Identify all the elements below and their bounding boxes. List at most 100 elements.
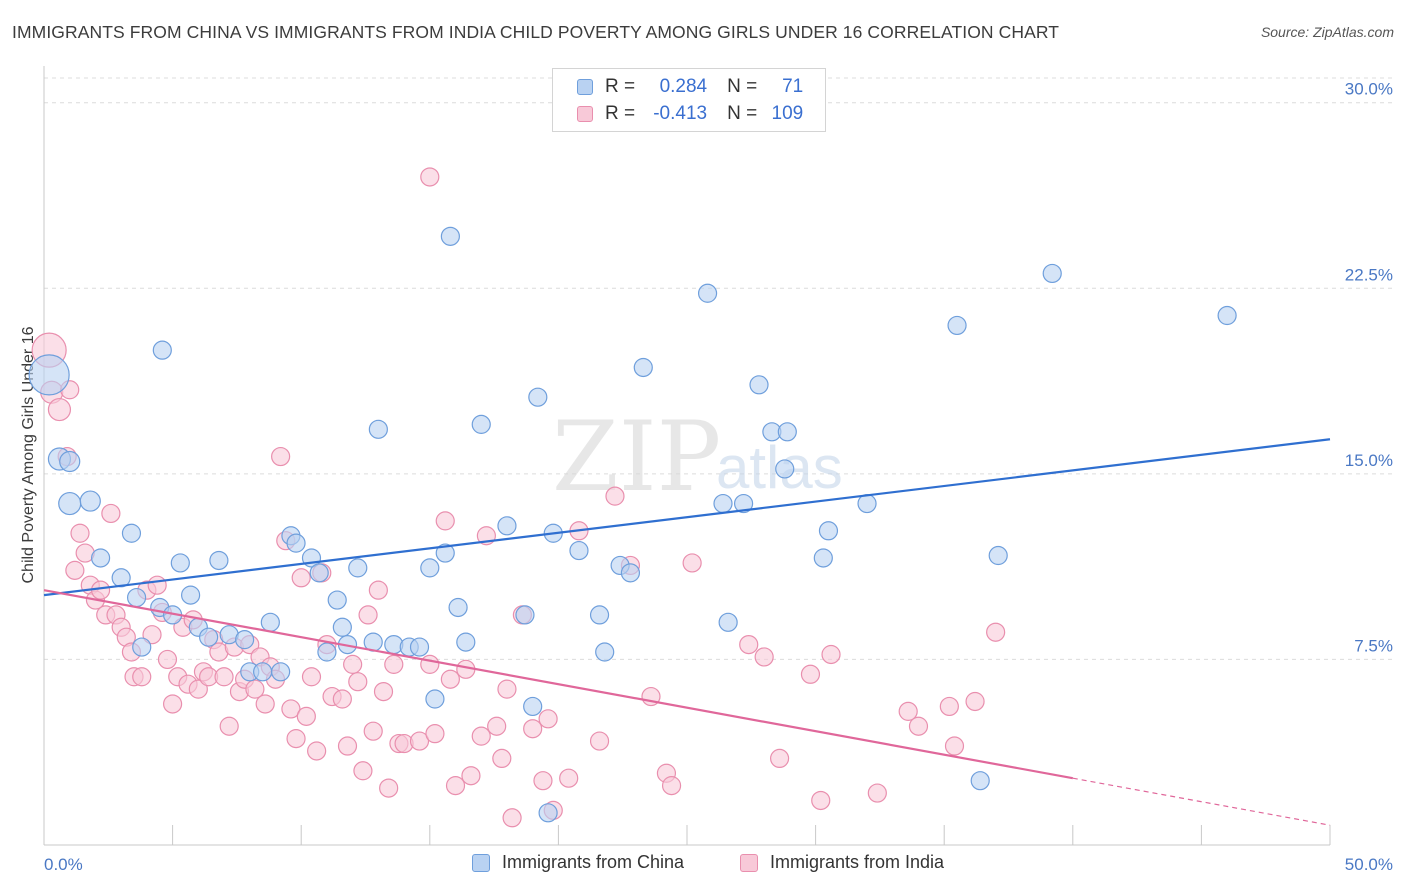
india-point [147,575,167,595]
india-point [296,706,316,726]
correlation-legend: R = 0.284 N = 71 R = -0.413 N = 109 [552,68,826,132]
legend-row-india: R = -0.413 N = 109 [553,101,803,127]
china-point [253,662,273,682]
india-point [245,679,265,699]
china-point [260,612,280,632]
china-point [523,696,543,717]
watermark: ZIP atlas [552,401,843,513]
india-point [271,446,291,467]
china-point [332,617,352,637]
r-label: R = [605,103,636,124]
china-point [235,630,255,650]
china-legend-swatch [472,853,490,872]
china-point [749,375,769,395]
china-point [775,459,795,479]
india-point [559,768,579,788]
india-point [363,721,383,741]
india-point [965,691,985,712]
india-point [409,731,430,751]
gridlines [44,77,1393,660]
india-point [821,644,841,665]
legend-china-label: Immigrants from China [502,852,685,872]
china-point [368,419,388,439]
china-point [528,387,548,407]
china-point [718,612,738,632]
india-point [286,729,306,749]
india-point [867,783,887,803]
china-point [425,689,445,709]
china-point [497,516,517,536]
india-point [800,664,821,684]
india-n-value: 109 [771,103,804,124]
india-point [944,736,965,756]
china-point [59,450,81,473]
china-point [420,558,440,578]
china-point [633,357,653,378]
india-point [163,694,183,714]
india-point [440,669,460,689]
x-tick-label-min: 0.0% [44,855,83,874]
china-trend-line [43,438,1331,597]
series-legend: Immigrants from China Immigrants from In… [0,852,1406,878]
india-swatch [577,106,593,122]
india-point [291,568,311,588]
china-point [121,523,142,543]
india-point [132,667,152,687]
china-point [440,226,460,246]
india-point [538,709,558,729]
india-point [384,654,404,674]
china-point [348,558,368,578]
india-point [142,625,162,645]
china-point [777,422,797,442]
india-point [898,701,918,721]
india-point [435,511,455,531]
china-point [589,605,610,625]
china-point [152,340,172,360]
india-point [487,716,507,736]
legend-item-india: Immigrants from India [740,852,944,873]
china-point [456,632,476,652]
india-point [754,647,774,667]
india-point [420,167,440,187]
india-point [101,503,121,524]
legend-row-china: R = 0.284 N = 71 [553,74,803,100]
china-point [733,493,754,514]
china-point [595,642,615,662]
y-tick-label: 30.0% [1345,80,1393,99]
china-point [569,540,589,561]
india-point [188,679,208,699]
india-point [348,672,368,692]
china-point [713,493,733,514]
india-point [986,622,1006,642]
india-point [307,741,327,761]
legend-item-china: Immigrants from China [472,852,684,873]
china-point [471,414,491,434]
china-point [28,354,70,396]
india-point [343,654,363,674]
china-point [988,545,1008,566]
watermark-zip: ZIP [552,401,721,513]
india-point [533,771,553,791]
china-point [309,563,329,583]
india-point [425,724,445,744]
china-point [1217,305,1237,326]
chart-source: Source: ZipAtlas.com [1260,24,1394,40]
china-point [209,550,229,571]
india-point [373,681,394,702]
india-point [65,560,85,580]
india-point [379,778,399,798]
china-point [538,803,558,823]
y-axis-ticks: 7.5% 15.0% 22.5% 30.0% [1345,80,1393,656]
china-point [170,553,190,573]
india-trend-line [43,589,1073,780]
n-label: N = [727,76,758,97]
china-point [317,642,337,662]
india-point [368,580,388,600]
legend-india-label: Immigrants from India [770,852,945,872]
india-point [420,654,440,674]
china-n-value: 71 [782,76,804,97]
china-point [327,590,347,610]
china-point [448,597,468,618]
india-point [353,761,373,781]
china-point [79,490,101,512]
